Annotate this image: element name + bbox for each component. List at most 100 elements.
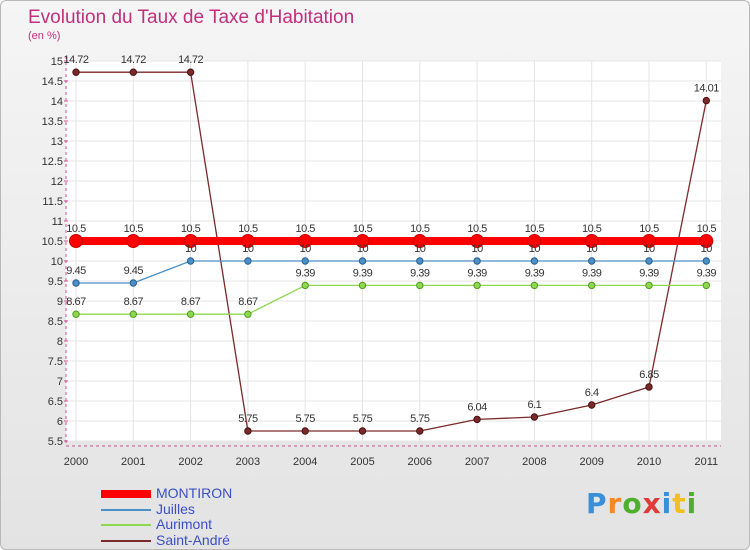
data-label: 9.39	[295, 267, 315, 279]
data-point	[642, 234, 656, 248]
x-tick-label: 2011	[694, 456, 718, 468]
data-label: 8.67	[66, 296, 86, 308]
data-point	[129, 310, 138, 318]
data-point	[129, 68, 138, 76]
data-point	[69, 234, 83, 248]
data-label: 10	[529, 243, 541, 255]
data-label: 10.5	[124, 223, 144, 235]
data-point	[244, 310, 252, 318]
y-tick-label: 7.5	[48, 356, 63, 368]
y-tick-label: 7	[57, 376, 63, 388]
data-point	[186, 68, 195, 76]
data-point	[588, 257, 596, 265]
data-point	[126, 234, 141, 248]
data-label: 9.39	[410, 267, 430, 279]
data-point	[473, 415, 481, 424]
logo-letter: x	[642, 487, 662, 520]
y-tick-label: 14.5	[42, 76, 63, 88]
data-point	[301, 257, 309, 265]
data-label: 9.39	[467, 267, 487, 279]
data-label: 8.67	[181, 296, 201, 308]
data-label: 10	[357, 243, 369, 255]
y-tick-label: 11.5	[42, 196, 63, 208]
data-label: 6.04	[467, 401, 487, 413]
y-tick-label: 6.5	[48, 396, 63, 408]
data-label: 10	[471, 243, 483, 255]
data-label: 10.5	[639, 223, 659, 235]
y-tick-label: 13	[51, 136, 63, 148]
data-point	[530, 257, 539, 265]
y-tick-label: 8	[57, 336, 63, 348]
data-point	[702, 96, 710, 105]
data-label: 10.5	[410, 223, 430, 235]
label-layer: 10.5 10.5 10.5 10.5 10.5 10.5 10.5 10.5 10.5 10.5…	[63, 54, 719, 425]
logo-letter: i	[661, 487, 673, 520]
data-point	[240, 234, 255, 248]
data-point	[72, 279, 80, 287]
x-tick-label: 2000	[64, 456, 88, 468]
logo-letter: P	[586, 487, 608, 520]
data-point	[129, 279, 138, 287]
data-label: 14.72	[178, 54, 203, 66]
data-point	[527, 234, 542, 248]
chart-subtitle: (en %)	[28, 30, 61, 42]
legend-label: MONTIRON	[156, 485, 233, 501]
data-label: 10.5	[525, 223, 545, 235]
plot-area	[66, 61, 721, 441]
data-point	[301, 427, 309, 435]
data-label: 9.39	[697, 267, 717, 279]
data-point	[588, 401, 596, 409]
data-label: 10.5	[353, 223, 373, 235]
data-label: 9.39	[525, 267, 545, 279]
y-tick-label: 9.5	[48, 276, 63, 288]
data-label: 10.5	[295, 223, 315, 235]
data-point	[358, 281, 367, 290]
data-label: 10	[300, 243, 312, 255]
data-point	[412, 234, 427, 248]
data-point	[699, 234, 714, 248]
logo-letter: t	[672, 487, 687, 520]
x-tick-label: 2002	[178, 456, 202, 468]
grid-layer	[66, 60, 721, 442]
data-label: 10	[643, 243, 655, 255]
data-point	[530, 413, 539, 421]
data-label: 10	[242, 243, 254, 255]
data-label: 5.75	[410, 413, 430, 425]
data-point	[645, 383, 653, 391]
axis-layer: 5.566.577.588.599.51010.51111.51212.5131…	[42, 56, 721, 468]
legend-label: Aurimont	[156, 516, 213, 532]
data-label: 14.72	[121, 54, 146, 66]
y-tick-label: 12.5	[42, 156, 63, 168]
data-point	[645, 281, 653, 290]
y-tick-label: 10.5	[42, 236, 63, 248]
data-point	[473, 281, 481, 290]
x-tick-label: 2009	[579, 456, 603, 468]
y-tick-label: 6	[57, 416, 63, 428]
legend-swatch	[101, 524, 151, 526]
series-line-aurimont	[76, 284, 707, 315]
data-label: 5.75	[295, 413, 315, 425]
data-point	[358, 257, 367, 265]
data-point	[72, 68, 80, 76]
data-label: 9.39	[582, 267, 602, 279]
data-point	[183, 234, 198, 248]
x-tick-label: 2010	[637, 456, 661, 468]
y-tick-label: 13.5	[42, 116, 63, 128]
data-point	[473, 257, 481, 265]
x-tick-label: 2003	[236, 456, 260, 468]
data-label: 5.75	[353, 413, 373, 425]
data-point	[584, 234, 599, 248]
data-label: 14.72	[63, 54, 88, 66]
data-point	[416, 281, 424, 290]
x-tick-label: 2001	[121, 456, 145, 468]
proxiti-logo: Proxiti	[586, 487, 697, 520]
data-point	[355, 234, 370, 248]
data-label: 10.5	[697, 223, 717, 235]
data-label: 10.5	[467, 223, 487, 235]
data-label: 6.4	[585, 387, 599, 399]
data-label: 10	[185, 243, 197, 255]
data-point	[358, 427, 367, 435]
logo-letter: i	[686, 487, 698, 520]
data-label: 6.1	[528, 399, 542, 411]
